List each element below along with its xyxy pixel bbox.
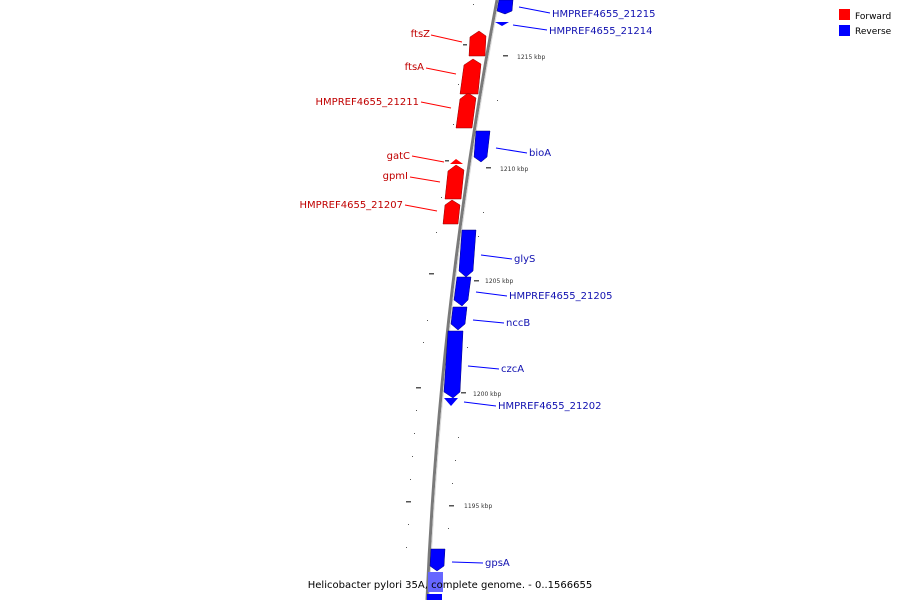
gene-label[interactable]: gatC [387, 151, 410, 162]
gene-label[interactable]: HMPREF4655_21207 [300, 200, 403, 211]
gene-label[interactable]: bioA [529, 148, 551, 159]
gene-label[interactable]: HMPREF4655_21205 [509, 291, 612, 302]
genome-backbone [425, 0, 499, 600]
scale-labels: 1215 kbp 1210 kbp 1205 kbp 1200 kbp 1195… [464, 54, 545, 510]
gene-feature-hmpref4655-21207[interactable] [442, 199, 461, 225]
legend: Forward Reverse [839, 9, 892, 37]
legend-forward-label: Forward [855, 12, 891, 22]
outer-ticks [448, 55, 508, 529]
gene-features [427, 0, 514, 600]
scale-label-1205: 1205 kbp [485, 278, 513, 285]
legend-forward-swatch [839, 9, 850, 20]
gene-feature-hmpref4655-21205[interactable] [453, 276, 472, 307]
gene-label[interactable]: nccB [506, 318, 530, 329]
gene-feature-hmpref4655-21215[interactable] [496, 0, 514, 15]
scale-label-1210: 1210 kbp [500, 166, 528, 173]
scale-label-1195: 1195 kbp [464, 503, 492, 510]
genome-backbone-highlight [428, 0, 500, 600]
gene-label[interactable]: HMPREF4655_21215 [552, 9, 655, 20]
gene-label[interactable]: HMPREF4655_21202 [498, 401, 601, 412]
gene-label[interactable]: HMPREF4655_21214 [549, 26, 652, 37]
scale-label-1215: 1215 kbp [517, 54, 545, 61]
gene-feature-offscreen-a[interactable] [428, 572, 443, 592]
gene-feature-gpsa[interactable] [429, 548, 446, 572]
gene-feature-hmpref4655-21211[interactable] [455, 92, 477, 129]
gene-feature-bioa[interactable] [473, 130, 491, 163]
genome-caption: Helicobacter pylori 35A, complete genome… [308, 580, 592, 591]
gene-feature-ftsz[interactable] [468, 30, 487, 57]
gene-feature-glys[interactable] [458, 229, 477, 278]
gene-feature-hmpref4655-21214[interactable] [495, 22, 509, 26]
gene-label[interactable]: gpsA [485, 558, 510, 569]
gene-label[interactable]: ftsA [405, 62, 424, 73]
inner-ticks [406, 4, 474, 548]
gene-label[interactable]: gpmI [383, 171, 408, 182]
leader-lines [404, 6, 551, 564]
gene-label[interactable]: czcA [501, 364, 524, 375]
gene-labels: HMPREF4655_21215 HMPREF4655_21214 ftsZ f… [300, 9, 656, 569]
scale-label-1200: 1200 kbp [473, 391, 501, 398]
gene-feature-offscreen-b[interactable] [427, 594, 442, 600]
gene-feature-gpmi[interactable] [444, 164, 465, 200]
gene-feature-hmpref4655-21202[interactable] [444, 398, 458, 406]
gene-feature-ftsa[interactable] [459, 58, 482, 95]
legend-reverse-label: Reverse [855, 27, 892, 37]
legend-reverse-swatch [839, 25, 850, 36]
gene-feature-czca[interactable] [443, 330, 464, 399]
gene-feature-nccb[interactable] [450, 306, 468, 331]
gene-label[interactable]: glyS [514, 254, 535, 265]
gene-feature-gatc[interactable] [450, 159, 463, 164]
gene-label[interactable]: HMPREF4655_21211 [316, 97, 419, 108]
gene-label[interactable]: ftsZ [411, 29, 430, 40]
